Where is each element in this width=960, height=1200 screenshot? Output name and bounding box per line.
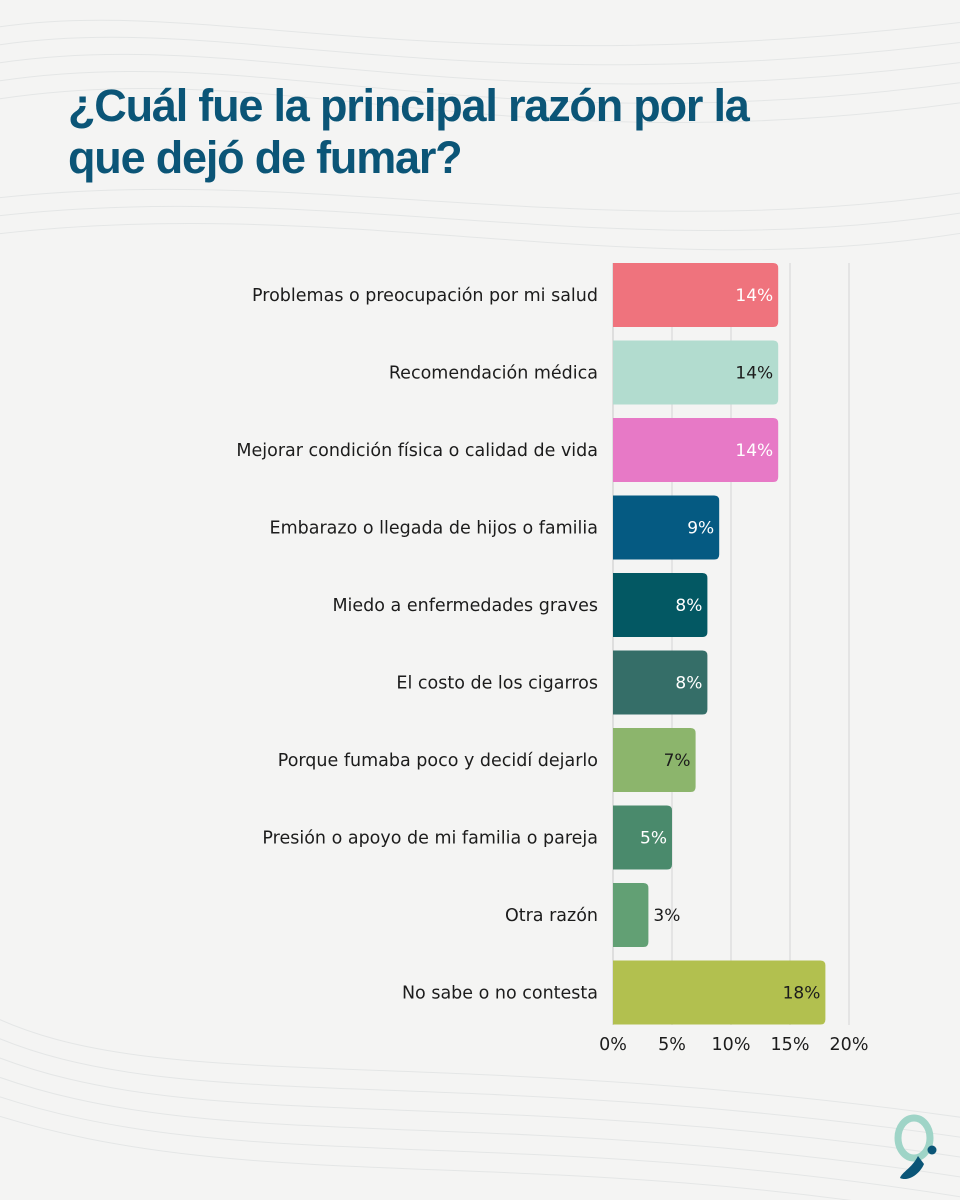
x-tick-label: 5%: [658, 1035, 686, 1055]
bar: [613, 263, 779, 327]
bars: [613, 263, 826, 1025]
value-label: 9%: [687, 519, 714, 539]
category-label: Otra razón: [505, 906, 598, 926]
value-label: 8%: [675, 674, 702, 694]
category-label: Recomendación médica: [389, 364, 598, 384]
category-label: Miedo a enfermedades graves: [332, 596, 598, 616]
bar: [613, 650, 708, 715]
x-tick-label: 15%: [771, 1035, 810, 1055]
bar: [613, 573, 708, 637]
value-label: 14%: [735, 441, 773, 461]
category-label: Porque fumaba poco y decidí dejarlo: [278, 751, 598, 771]
value-label: 18%: [783, 984, 821, 1004]
category-label: Embarazo o llegada de hijos o familia: [270, 519, 598, 539]
category-labels: Problemas o preocupación por mi salud Rec…: [236, 286, 598, 1004]
category-label: El costo de los cigarros: [396, 674, 598, 694]
x-tick-label: 10%: [712, 1035, 751, 1055]
category-label: Mejorar condición física o calidad de vi…: [236, 441, 598, 461]
brand-logo-icon: [894, 1114, 937, 1180]
x-axis-ticks: 0% 5% 10% 15% 20%: [599, 1035, 868, 1055]
value-label: 7%: [664, 751, 691, 771]
value-label: 5%: [640, 829, 667, 849]
page-title: ¿Cuál fue la principal razón por la que …: [68, 80, 750, 183]
bar: [613, 340, 779, 405]
bar: [613, 960, 826, 1025]
bar: [613, 728, 696, 792]
value-label: 14%: [735, 286, 773, 306]
value-label: 8%: [675, 596, 702, 616]
category-label: No sabe o no contesta: [402, 984, 598, 1004]
category-label: Presión o apoyo de mi familia o pareja: [262, 829, 598, 849]
bar: [613, 495, 720, 560]
bar-chart: Problemas o preocupación por mi salud Rec…: [236, 263, 868, 1055]
x-tick-label: 0%: [599, 1035, 627, 1055]
bar: [613, 418, 779, 482]
value-label: 14%: [735, 364, 773, 384]
value-label: 3%: [653, 906, 680, 926]
x-tick-label: 20%: [830, 1035, 869, 1055]
bar: [613, 883, 649, 947]
category-label: Problemas o preocupación por mi salud: [252, 286, 598, 306]
bar: [613, 805, 672, 870]
value-labels: 14% 14% 14% 9% 8% 8% 7% 5% 3% 18%: [640, 286, 820, 1004]
